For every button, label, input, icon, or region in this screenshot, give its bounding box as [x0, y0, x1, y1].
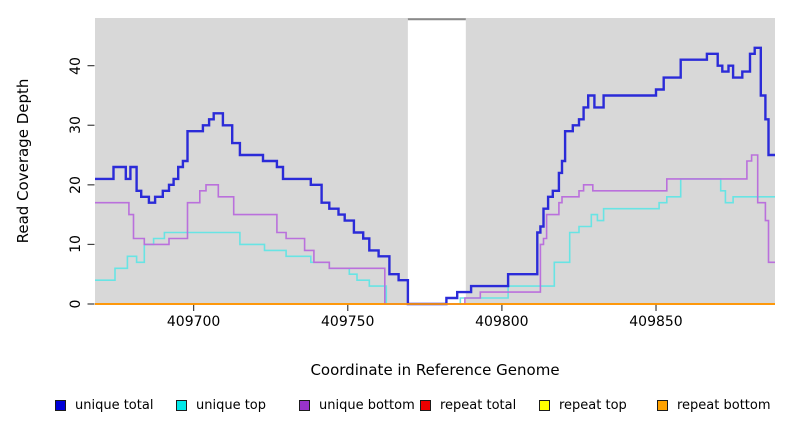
legend-label: repeat top [559, 398, 627, 413]
x-tick-label: 409700 [166, 314, 221, 330]
missing-data-gap [407, 19, 466, 304]
series-unique-total-line [95, 46, 775, 306]
legend-item-unique-total: unique total [55, 398, 153, 413]
y-tick-label: 30 [68, 116, 84, 135]
legend-item-unique-bottom: unique bottom [299, 398, 415, 413]
legend-swatch-unique-bottom [299, 400, 310, 411]
x-tick-label: 409750 [321, 314, 375, 330]
legend-label: repeat total [440, 398, 517, 413]
series-unique-top-line [95, 178, 775, 305]
legend-swatch-repeat-total [420, 400, 431, 411]
legend-item-repeat-top: repeat top [539, 398, 627, 413]
legend-swatch-unique-total [55, 400, 66, 411]
x-tick-label: 409800 [475, 314, 529, 330]
y-tick-label: 20 [68, 175, 84, 194]
legend-label: unique bottom [319, 398, 415, 413]
series-unique-bottom-line [95, 154, 775, 305]
legend-swatch-repeat-bottom [657, 400, 668, 411]
legend-item-repeat-total: repeat total [420, 398, 516, 413]
legend-label: repeat bottom [677, 398, 771, 413]
x-tick-label: 409850 [629, 314, 683, 330]
legend-label: unique top [196, 398, 267, 413]
legend-item-unique-top: unique top [176, 398, 266, 413]
y-tick-label: 10 [68, 235, 84, 254]
y-axis-label: Read Coverage Depth [14, 78, 32, 244]
y-tick-label: 40 [68, 56, 84, 75]
y-tick-label: 0 [68, 299, 84, 309]
legend-swatch-unique-top [176, 400, 187, 411]
legend-label: unique total [75, 398, 154, 413]
legend-item-repeat-bottom: repeat bottom [657, 398, 771, 413]
x-axis-label: Coordinate in Reference Genome [310, 361, 560, 379]
legend-swatch-repeat-top [539, 400, 550, 411]
legend: unique total unique top unique bottom repea… [0, 398, 792, 418]
